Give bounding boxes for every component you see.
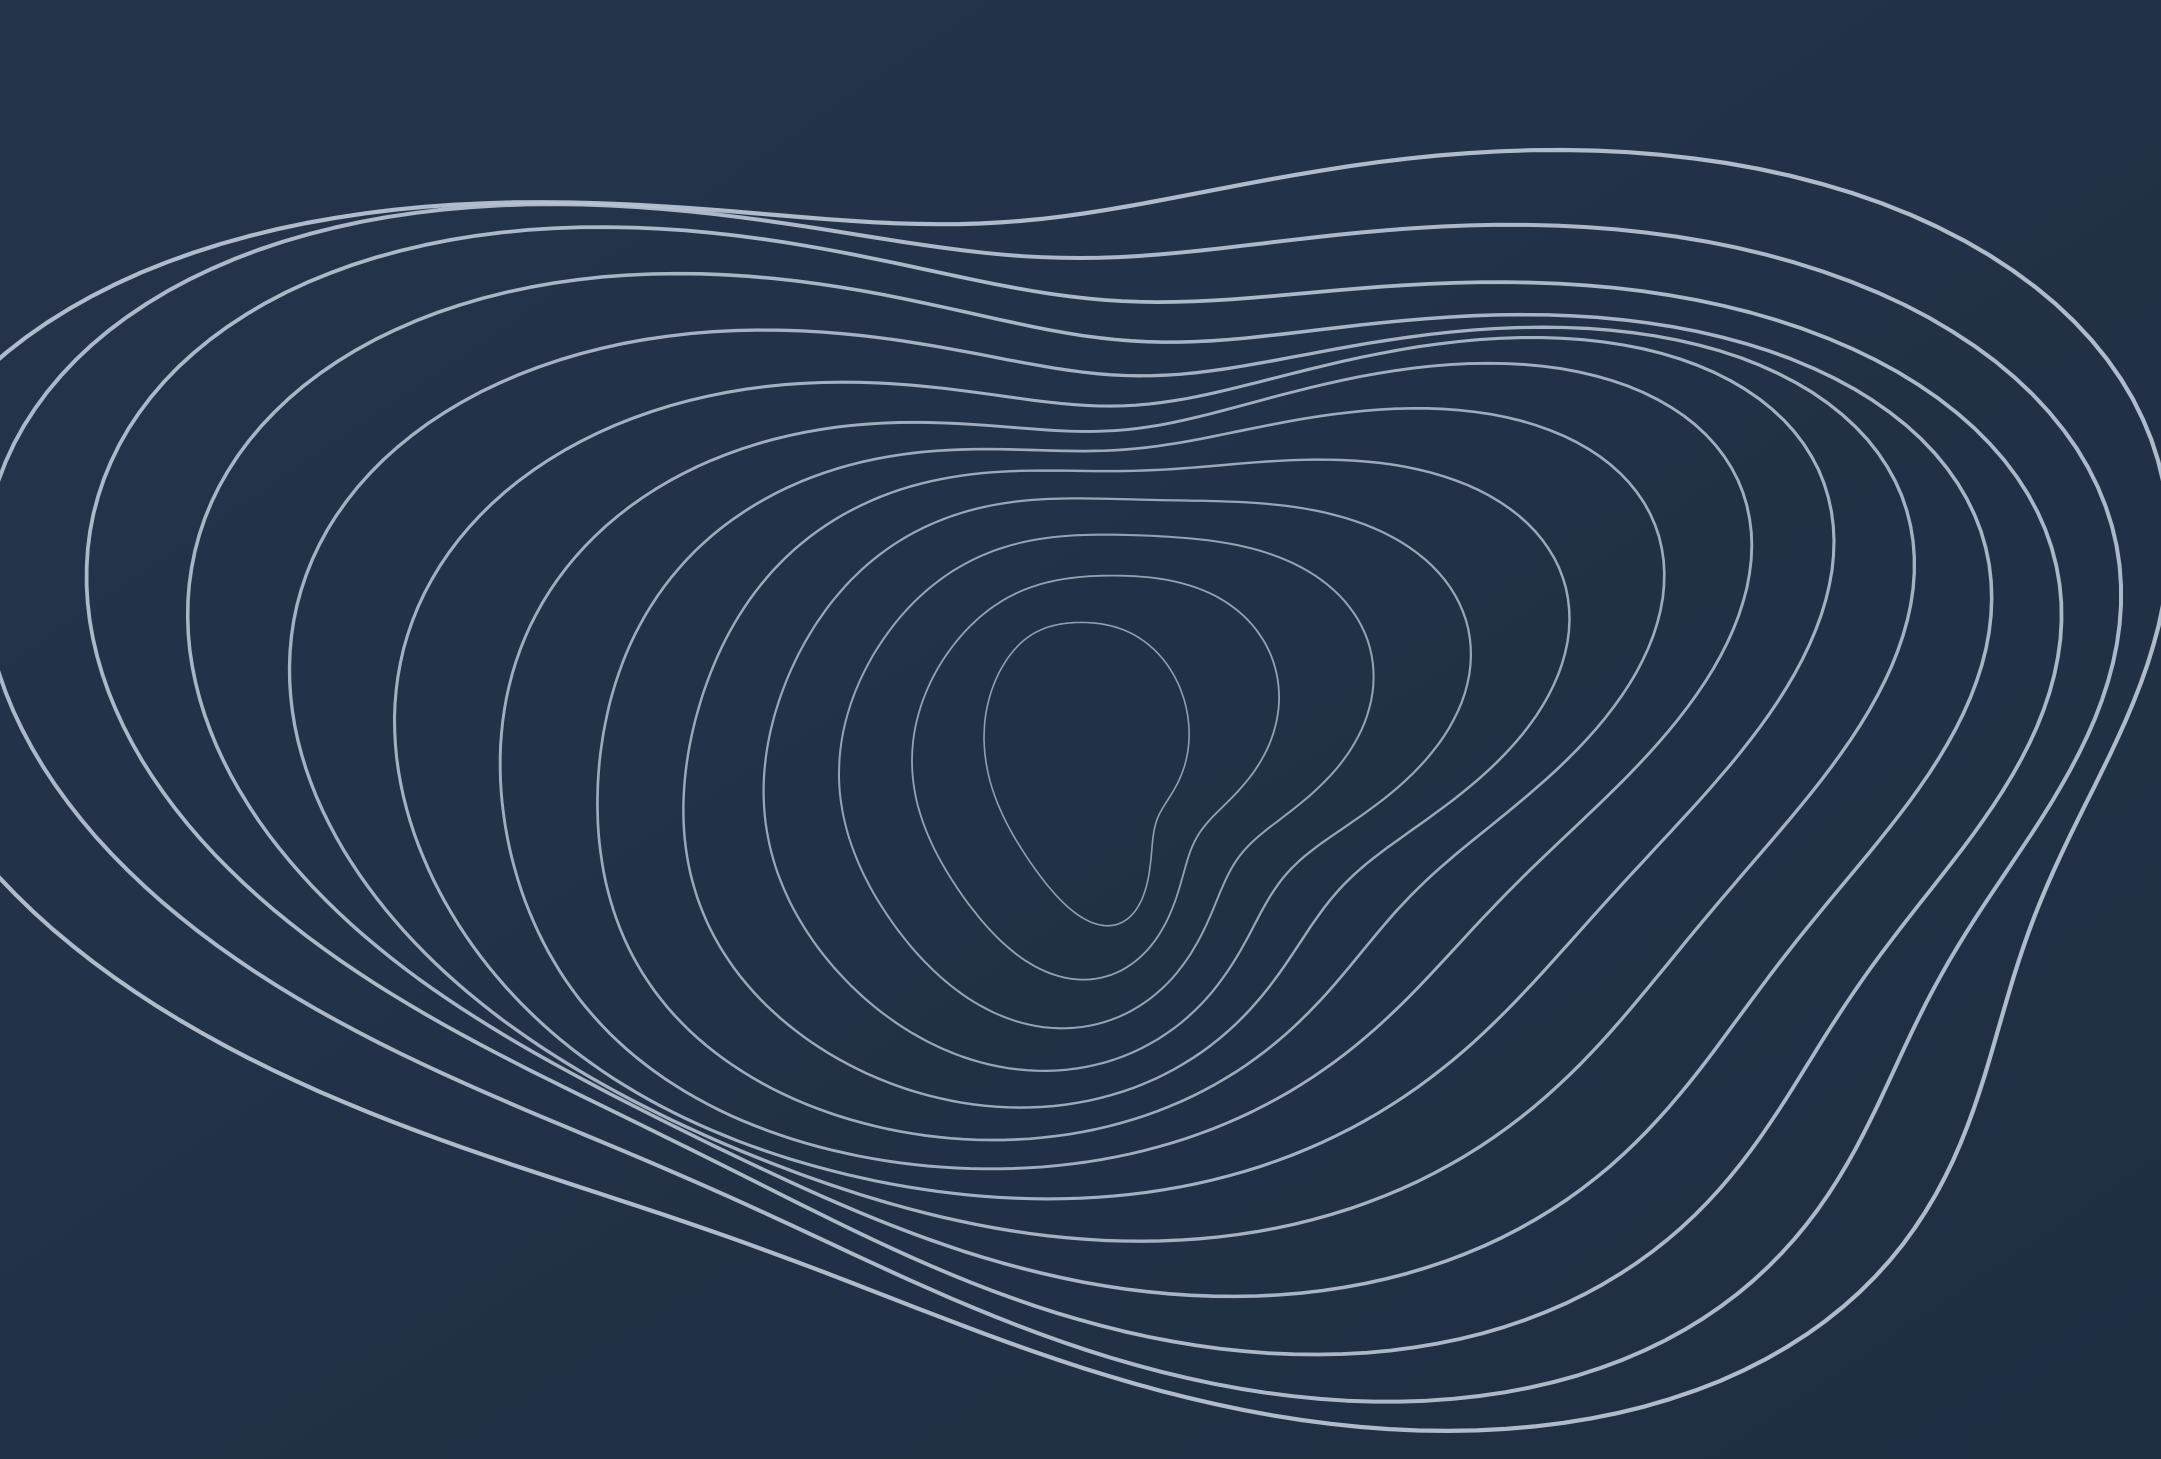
contour-line xyxy=(762,497,1473,1073)
contour-line xyxy=(682,458,1571,1109)
contour-line xyxy=(498,361,1754,1171)
contour-line xyxy=(983,621,1190,927)
contour-line xyxy=(84,225,2064,1357)
contour-line xyxy=(837,533,1375,1030)
contour-line xyxy=(392,336,1836,1201)
contour-line xyxy=(0,147,2161,1433)
contour-line xyxy=(596,406,1666,1142)
contour-line xyxy=(287,325,1916,1243)
contour-line xyxy=(0,202,2123,1404)
contour-group xyxy=(0,147,2161,1433)
contour-line xyxy=(911,574,1281,981)
contour-line xyxy=(185,271,1994,1299)
